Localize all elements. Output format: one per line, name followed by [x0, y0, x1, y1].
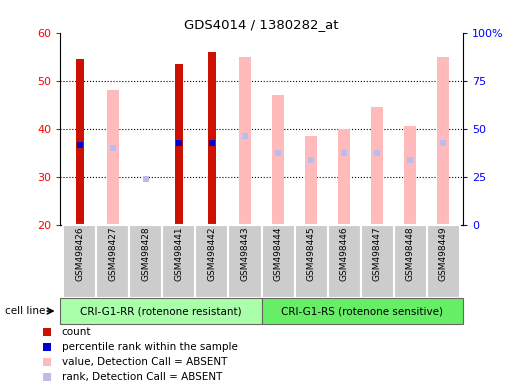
Text: value, Detection Call = ABSENT: value, Detection Call = ABSENT [62, 357, 228, 367]
Bar [294, 225, 327, 298]
Title: GDS4014 / 1380282_at: GDS4014 / 1380282_at [184, 18, 339, 31]
Bar [60, 298, 262, 324]
Bar [327, 225, 360, 298]
Bar [229, 225, 262, 298]
Bar [437, 56, 449, 225]
Bar [371, 107, 383, 225]
Text: GSM498449: GSM498449 [439, 227, 448, 281]
Text: GSM498428: GSM498428 [141, 227, 151, 281]
Text: CRI-G1-RS (rotenone sensitive): CRI-G1-RS (rotenone sensitive) [281, 306, 443, 316]
Bar [262, 298, 463, 324]
Bar [130, 225, 163, 298]
Bar [305, 136, 317, 225]
Text: GSM498427: GSM498427 [108, 227, 118, 281]
Bar [175, 64, 183, 225]
Bar [393, 225, 427, 298]
Text: GSM498426: GSM498426 [75, 227, 84, 281]
Text: CRI-G1-RR (rotenone resistant): CRI-G1-RR (rotenone resistant) [80, 306, 242, 316]
Bar [262, 225, 294, 298]
Bar [196, 225, 229, 298]
Bar [208, 52, 215, 225]
Text: GSM498446: GSM498446 [339, 227, 348, 281]
Text: count: count [62, 327, 92, 337]
Bar [338, 129, 350, 225]
Bar [107, 90, 119, 225]
Text: GSM498443: GSM498443 [241, 227, 249, 281]
Text: GSM498447: GSM498447 [372, 227, 382, 281]
Text: GSM498448: GSM498448 [405, 227, 415, 281]
Bar [76, 59, 84, 225]
Bar [96, 225, 130, 298]
Text: GSM498444: GSM498444 [274, 227, 282, 281]
Bar [360, 225, 393, 298]
Text: GSM498441: GSM498441 [175, 227, 184, 281]
Text: percentile rank within the sample: percentile rank within the sample [62, 342, 238, 352]
Text: GSM498445: GSM498445 [306, 227, 315, 281]
Bar [272, 95, 285, 225]
Bar [163, 225, 196, 298]
Text: cell line: cell line [5, 306, 46, 316]
Bar [238, 56, 251, 225]
Bar [404, 126, 416, 225]
Bar [63, 225, 96, 298]
Text: GSM498442: GSM498442 [208, 227, 217, 281]
Bar [427, 225, 460, 298]
Text: rank, Detection Call = ABSENT: rank, Detection Call = ABSENT [62, 372, 222, 382]
